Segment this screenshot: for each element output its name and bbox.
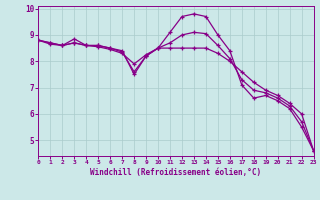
X-axis label: Windchill (Refroidissement éolien,°C): Windchill (Refroidissement éolien,°C): [91, 168, 261, 177]
